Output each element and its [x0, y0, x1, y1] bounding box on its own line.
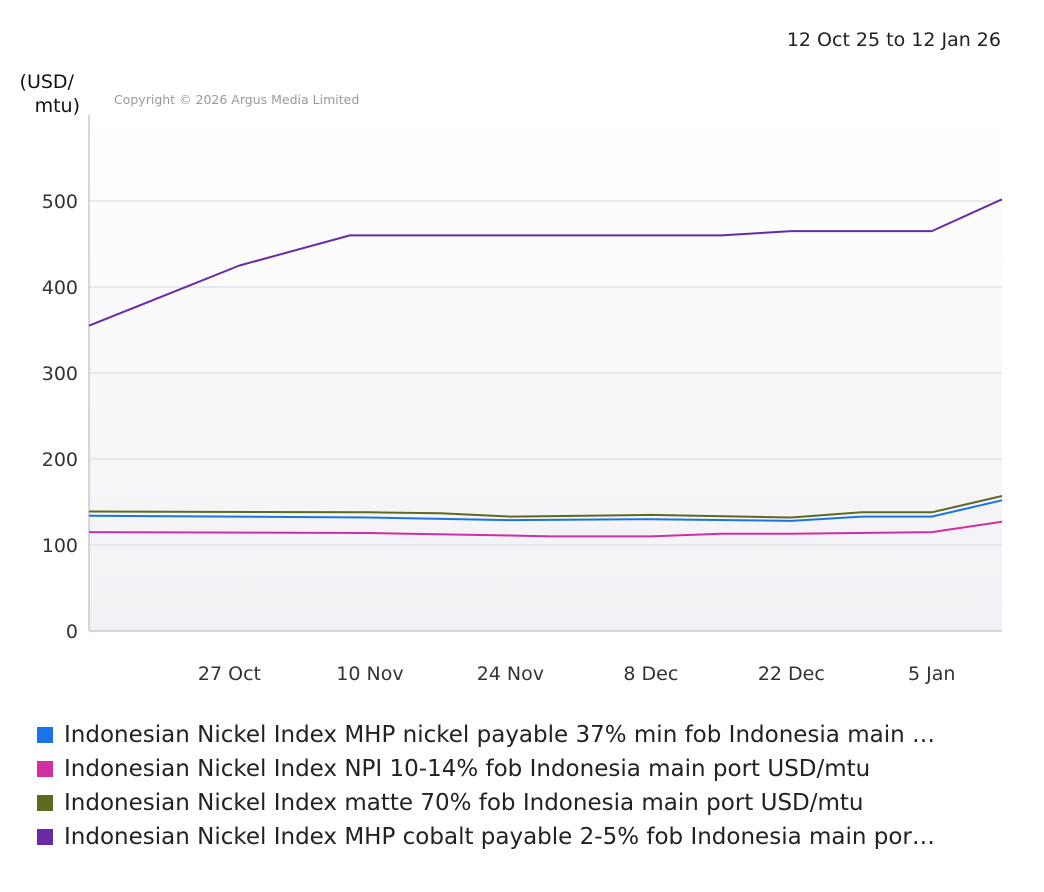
legend-label: Indonesian Nickel Index NPI 10-14% fob I…	[64, 756, 871, 782]
y-tick-label: 300	[42, 363, 78, 385]
y-tick-label: 100	[42, 535, 78, 557]
date-range-label: 12 Oct 25 to 12 Jan 26	[787, 29, 1001, 51]
legend-swatch	[37, 795, 53, 811]
series-line	[88, 198, 1003, 327]
series-lines	[88, 198, 1003, 538]
legend-item[interactable]: Indonesian Nickel Index matte 70% fob In…	[37, 786, 1027, 820]
series-line	[88, 499, 1003, 522]
series-line	[88, 520, 1003, 538]
legend-swatch	[37, 761, 53, 777]
series-line	[88, 495, 1003, 519]
legend-item[interactable]: Indonesian Nickel Index MHP nickel payab…	[37, 718, 1027, 752]
legend-item[interactable]: Indonesian Nickel Index MHP cobalt payab…	[37, 820, 1027, 854]
y-tick-label: 0	[66, 621, 78, 643]
x-tick-label: 24 Nov	[477, 663, 544, 685]
x-tick-label: 8 Dec	[623, 663, 678, 685]
legend-swatch	[37, 727, 53, 743]
y-tick-label: 400	[42, 277, 78, 299]
y-tick-label: 500	[42, 191, 78, 213]
y-axis-label: (USD/ mtu)	[20, 71, 80, 117]
copyright-label: Copyright © 2026 Argus Media Limited	[114, 92, 359, 107]
gridlines	[89, 200, 1002, 546]
legend: Indonesian Nickel Index MHP nickel payab…	[37, 718, 1027, 854]
y-tick-labels: 0 100 200 300 400 500	[42, 191, 78, 643]
legend-swatch	[37, 829, 53, 845]
y-axis-label-line: mtu)	[35, 95, 80, 117]
legend-label: Indonesian Nickel Index MHP nickel payab…	[64, 722, 935, 748]
x-tick-label: 27 Oct	[198, 663, 261, 685]
x-tick-label: 22 Dec	[758, 663, 825, 685]
legend-label: Indonesian Nickel Index matte 70% fob In…	[64, 790, 864, 816]
line-chart: 12 Oct 25 to 12 Jan 26 (USD/ mtu) Copyri…	[20, 29, 1003, 685]
x-tick-labels: 27 Oct 10 Nov 24 Nov 8 Dec 22 Dec 5 Jan	[198, 663, 956, 685]
x-tick-label: 10 Nov	[336, 663, 403, 685]
x-tick-label: 5 Jan	[908, 663, 955, 685]
legend-item[interactable]: Indonesian Nickel Index NPI 10-14% fob I…	[37, 752, 1027, 786]
y-axis-label-line: (USD/	[20, 71, 75, 93]
y-tick-label: 200	[42, 449, 78, 471]
legend-label: Indonesian Nickel Index MHP cobalt payab…	[64, 824, 935, 850]
